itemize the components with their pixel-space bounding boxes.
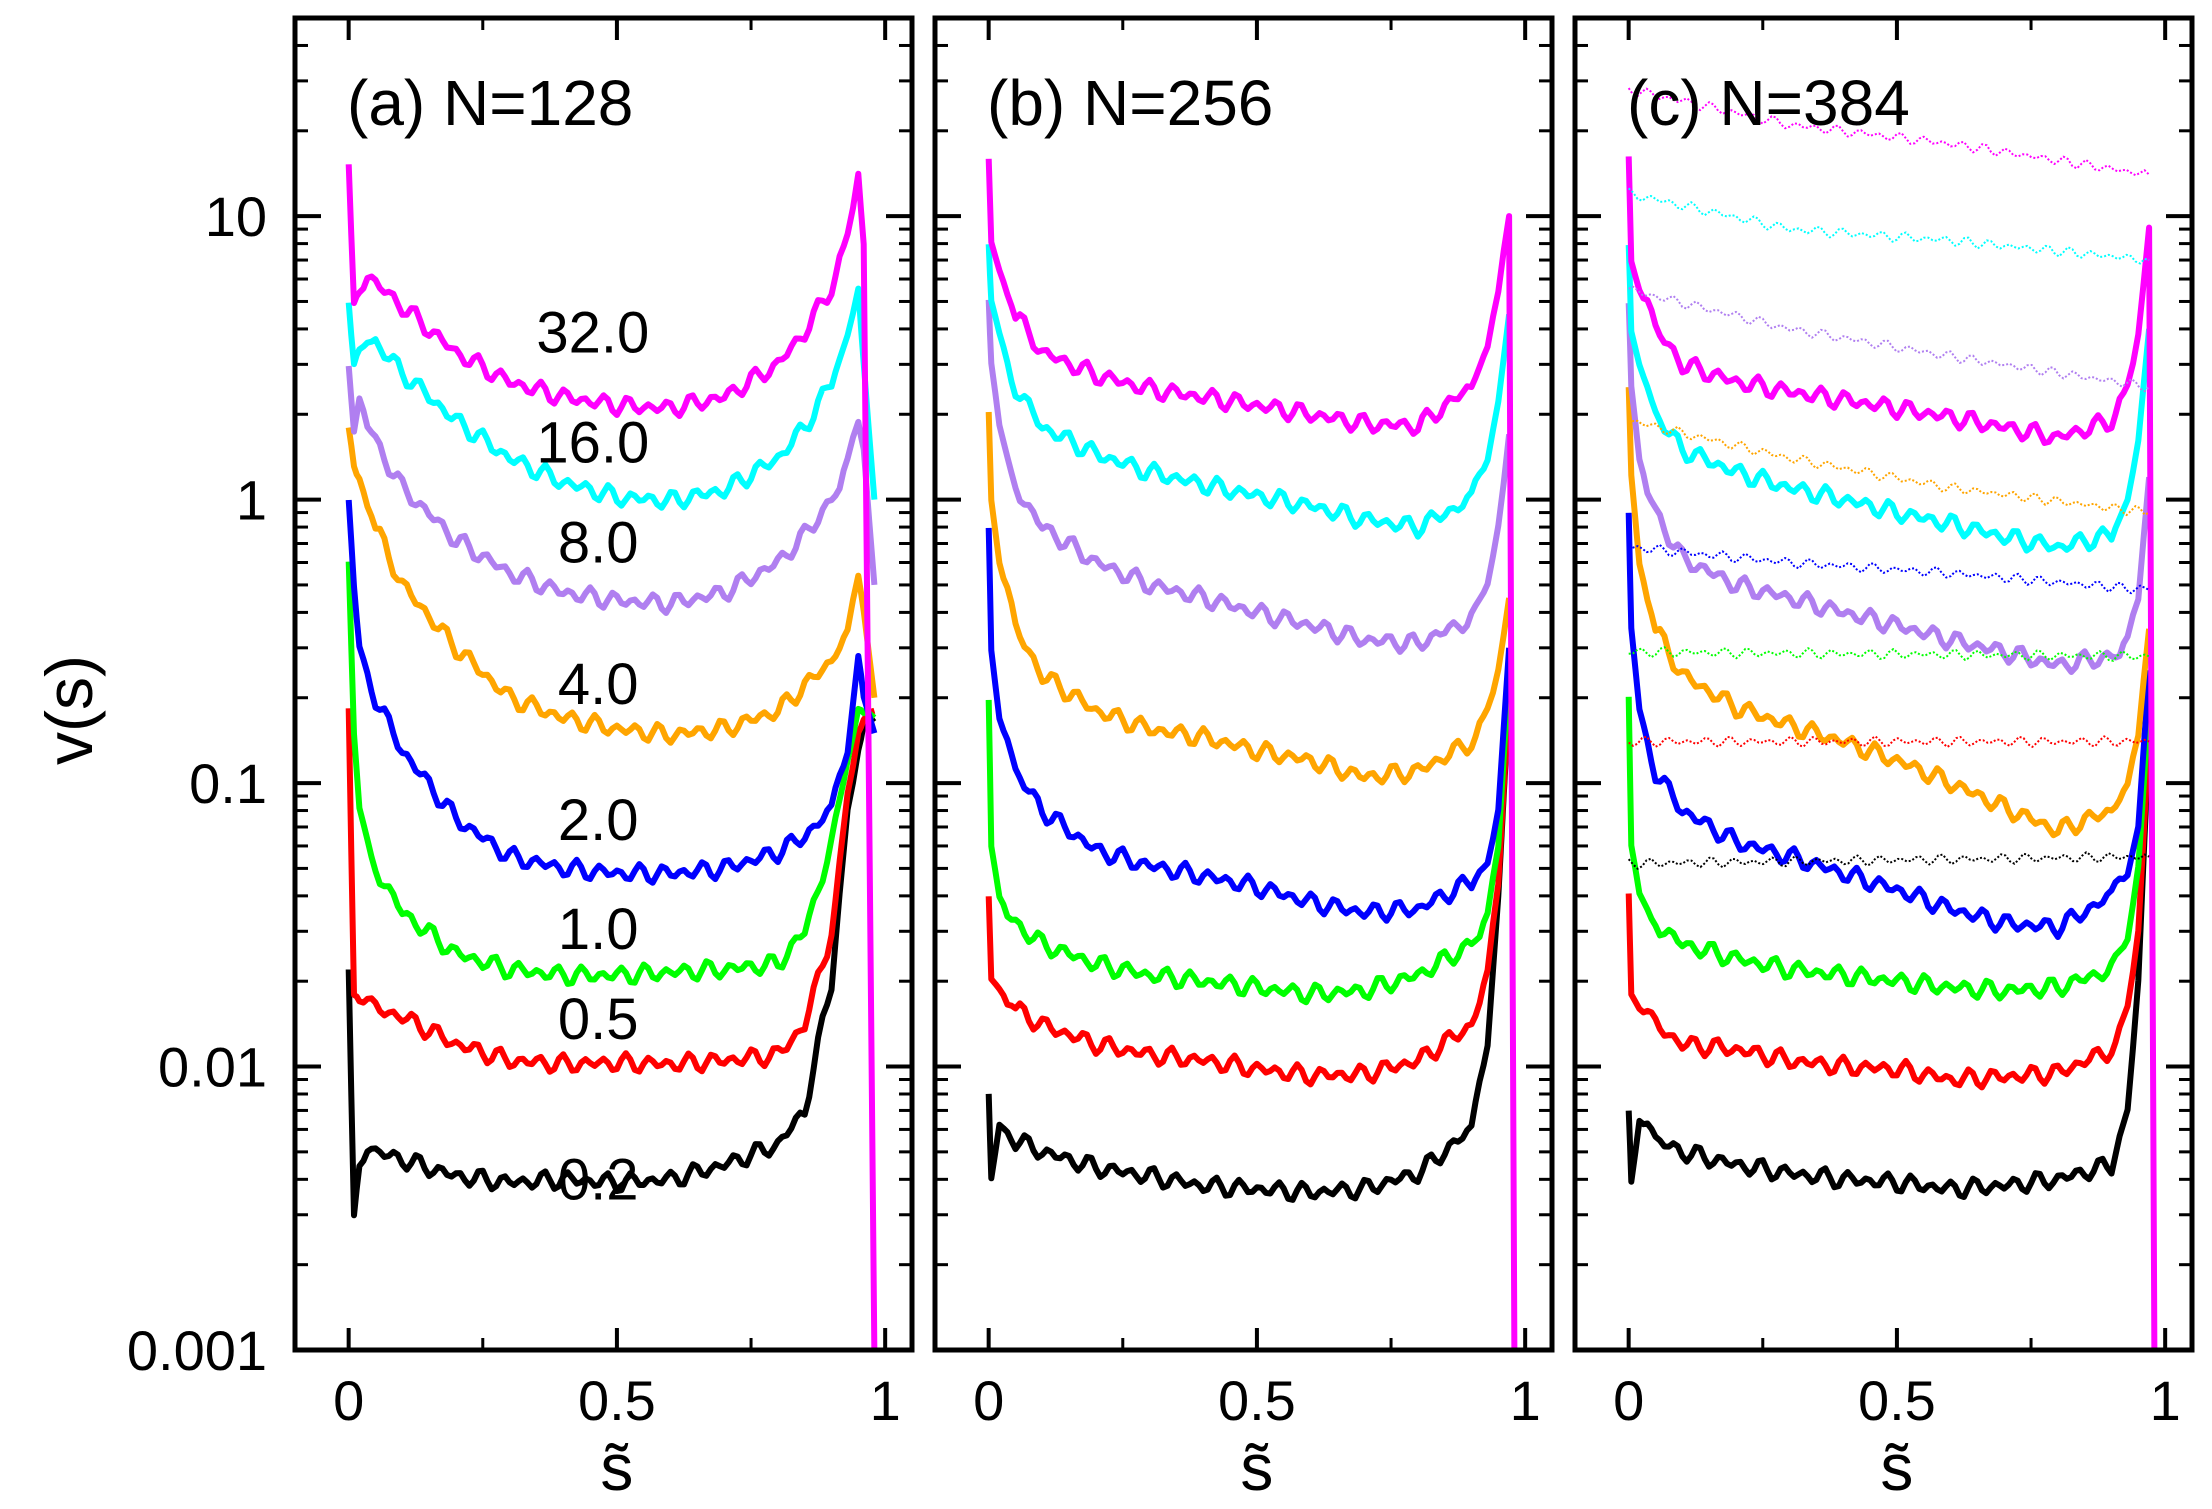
- series-line: [985, 697, 1513, 1088]
- curve-label: 4.0: [558, 652, 639, 717]
- y-tick-label: 1: [236, 469, 267, 532]
- series-line: [345, 715, 877, 1219]
- curve-label: 16.0: [536, 411, 649, 476]
- x-tick-label: 0.5: [578, 1369, 656, 1432]
- x-tick-label: 0.5: [1218, 1369, 1296, 1432]
- x-axis-label: s̃: [600, 1430, 633, 1504]
- series-line: [1628, 646, 2150, 662]
- series-line: [985, 527, 1513, 924]
- series-line: [1627, 851, 2150, 870]
- plot-frame: [292, 15, 915, 1353]
- panel-b: (b) N=256 0 0.5 1 s̃: [932, 15, 1555, 1504]
- series-line: [1625, 696, 2153, 1002]
- panel-title: (c) N=384: [1627, 67, 1910, 139]
- y-tick-label: 10: [205, 185, 267, 248]
- series-line: [1625, 244, 2153, 554]
- series-line: [1628, 419, 2150, 517]
- y-tick-label: 0.01: [158, 1036, 267, 1099]
- x-tick-label: 0: [333, 1369, 364, 1432]
- series-line: [1625, 733, 2153, 1091]
- series-line: [345, 164, 878, 1350]
- series-line: [345, 285, 878, 511]
- series-group: [985, 158, 1518, 1350]
- series-group: [1625, 87, 2158, 1350]
- x-tick-label: 1: [1510, 1369, 1541, 1432]
- series-line: [985, 670, 1513, 1006]
- series-line: [1625, 387, 2153, 839]
- series-line: [1625, 733, 2153, 1200]
- series-line: [985, 697, 1513, 1203]
- series-line: [345, 707, 876, 1075]
- y-tick-label: 0.001: [127, 1319, 267, 1382]
- curve-label: 0.2: [558, 1147, 639, 1212]
- panel-title: (b) N=256: [987, 67, 1273, 139]
- plot-frame: [932, 15, 1555, 1353]
- x-tick-label: 0: [973, 1369, 1004, 1432]
- series-line: [345, 499, 878, 886]
- series-line: [1625, 156, 2158, 1350]
- series-line: [1625, 303, 2153, 675]
- series-line: [1625, 512, 2153, 940]
- curve-label: 2.0: [558, 788, 639, 853]
- x-tick-label: 0.5: [1858, 1369, 1936, 1432]
- y-tick-label: 0.1: [189, 752, 267, 815]
- y-axis-label: v(s): [32, 655, 106, 765]
- x-axis-label: s̃: [1880, 1430, 1913, 1504]
- series-line: [985, 411, 1513, 786]
- series-line: [1628, 187, 2150, 265]
- series-line: [1627, 87, 2150, 177]
- x-axis-label: s̃: [1240, 1430, 1273, 1504]
- x-tick-label: 1: [870, 1369, 901, 1432]
- series-line: [1628, 735, 2150, 748]
- series-line: [1628, 285, 2150, 393]
- curve-label: 1.0: [558, 897, 639, 962]
- panel-title: (a) N=128: [347, 67, 633, 139]
- curve-label: 0.5: [558, 987, 639, 1052]
- series-line: [1628, 543, 2150, 595]
- series-line: [345, 561, 877, 987]
- plot-frame: [1572, 15, 2195, 1353]
- series-line: [345, 365, 878, 616]
- series-line: [345, 427, 878, 746]
- curve-label: 8.0: [558, 510, 639, 575]
- x-tick-label: 1: [2150, 1369, 2181, 1432]
- series-line: [985, 158, 1518, 1350]
- panel-a: (a) N=128 0 0.5 1 s̃ 0.001 0.01 0.1 1 10 32.0 16.0 8…: [127, 15, 915, 1504]
- series-line: [985, 299, 1513, 655]
- series-line: [985, 244, 1513, 540]
- x-tick-label: 0: [1613, 1369, 1644, 1432]
- curve-label: 32.0: [536, 301, 649, 366]
- panel-c: (c) N=384 0 0.5 1 s̃: [1572, 15, 2195, 1504]
- series-group: [345, 164, 878, 1350]
